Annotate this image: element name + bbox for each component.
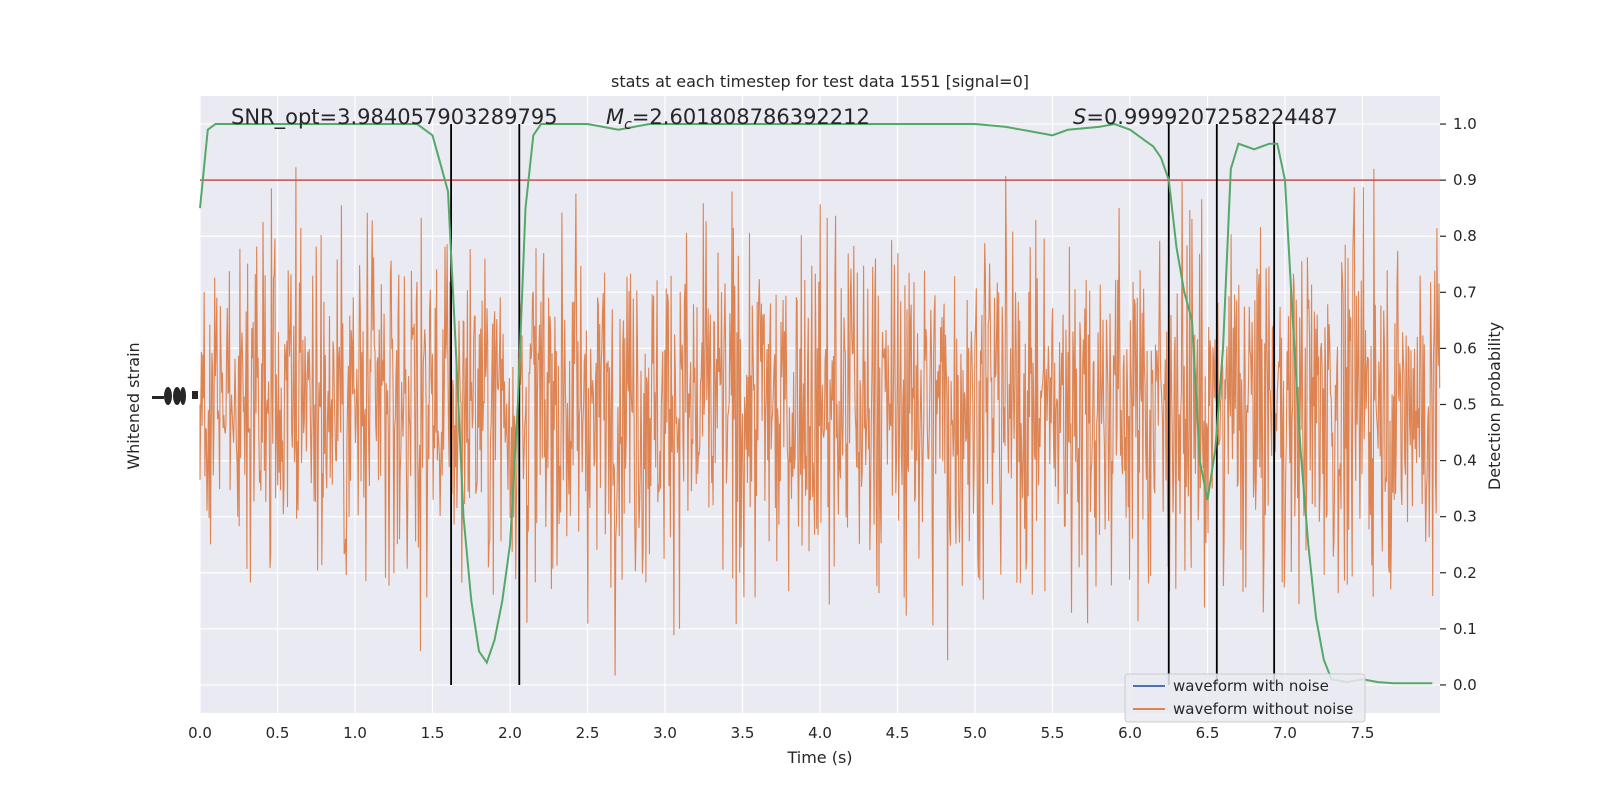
x-tick-label: 5.5 <box>1041 724 1065 742</box>
strain-trace-path <box>199 167 1441 676</box>
legend-label-with-noise: waveform with noise <box>1173 677 1329 695</box>
y-tick-label: 0.0 <box>1453 676 1477 694</box>
x-tick-label: 1.5 <box>421 724 445 742</box>
mc-value: =2.601808786392212 <box>632 105 870 129</box>
detection-probability-line <box>199 122 1433 685</box>
legend-label-without-noise: waveform without noise <box>1173 700 1353 718</box>
vertical-marker-lines <box>450 124 1276 685</box>
mc-subscript: c <box>624 117 632 133</box>
y-tick-label: 0.6 <box>1453 339 1477 357</box>
x-axis-ticks: 0.0 0.5 1.0 1.5 2.0 2.5 3.0 3.5 4.0 4.5 5.0 5.5 6.0 6… <box>188 724 1374 742</box>
chart-title: stats at each timestep for test data 155… <box>611 72 1029 91</box>
y-tick-label: 0.8 <box>1453 227 1477 245</box>
x-tick-label: 2.5 <box>576 724 600 742</box>
s-annotation: S=0.9999207258224487 <box>1073 105 1338 129</box>
mc-symbol: M <box>606 105 624 129</box>
y-tick-label: 0.1 <box>1453 620 1477 638</box>
x-tick-label: 4.0 <box>808 724 832 742</box>
x-tick-label: 1.0 <box>343 724 367 742</box>
right-y-axis-label: Detection probability <box>1485 322 1504 490</box>
y-tick-label: 0.5 <box>1453 396 1477 414</box>
x-tick-label: 7.0 <box>1273 724 1297 742</box>
left-axis-tick-cluster <box>152 387 198 405</box>
y-tick-label: 0.9 <box>1453 171 1477 189</box>
s-symbol: S <box>1073 105 1086 129</box>
x-tick-label: 6.0 <box>1118 724 1142 742</box>
x-tick-label: 3.5 <box>731 724 755 742</box>
s-value: =0.9999207258224487 <box>1086 105 1337 129</box>
x-tick-label: 2.0 <box>498 724 522 742</box>
right-y-axis-ticks: 0.0 0.1 0.2 0.3 0.4 0.5 0.6 0.7 0.8 0.9 1.0 <box>1440 115 1477 694</box>
x-tick-label: 3.0 <box>653 724 677 742</box>
legend-box <box>1124 673 1366 723</box>
legend: waveform with noise waveform without noi… <box>1124 673 1366 723</box>
x-tick-label: 7.5 <box>1351 724 1375 742</box>
chirp-mass-annotation: Mc=2.601808786392212 <box>606 105 870 133</box>
whitened-strain-trace <box>199 167 1441 676</box>
x-tick-label: 0.0 <box>188 724 212 742</box>
x-tick-label: 6.5 <box>1196 724 1220 742</box>
y-tick-label: 0.2 <box>1453 564 1477 582</box>
y-tick-label: 0.3 <box>1453 508 1477 526</box>
y-tick-label: 0.4 <box>1453 452 1477 470</box>
y-tick-label: 0.7 <box>1453 283 1477 301</box>
x-tick-label: 0.5 <box>266 724 290 742</box>
x-axis-label: Time (s) <box>786 748 852 767</box>
x-tick-label: 5.0 <box>963 724 987 742</box>
snr-annotation: SNR_opt=3.984057903289795 <box>231 105 558 130</box>
x-tick-label: 4.5 <box>886 724 910 742</box>
y-tick-label: 1.0 <box>1453 115 1477 133</box>
left-y-axis-label: Whitened strain <box>124 342 143 469</box>
